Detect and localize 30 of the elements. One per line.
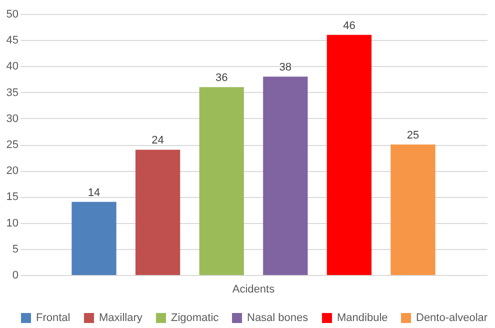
bar bbox=[135, 150, 180, 275]
y-tick-label: 15 bbox=[6, 191, 18, 204]
legend-label: Mandibule bbox=[337, 312, 388, 324]
bar bbox=[263, 76, 308, 275]
y-tick-label: 0 bbox=[12, 270, 18, 282]
y-tick-label: 20 bbox=[6, 165, 18, 178]
y-tick-label: 30 bbox=[6, 112, 18, 125]
bar bbox=[72, 202, 116, 275]
y-tick-label: 25 bbox=[6, 139, 18, 151]
x-tick-label: Acidents bbox=[232, 284, 276, 296]
y-tick-label: 50 bbox=[6, 8, 18, 20]
data-label: 24 bbox=[152, 134, 164, 147]
y-tick-label: 35 bbox=[6, 86, 18, 99]
data-label: 36 bbox=[215, 72, 228, 84]
bar bbox=[326, 34, 372, 275]
bar bbox=[390, 144, 436, 275]
legend-label: Frontal bbox=[36, 312, 70, 324]
data-label: 25 bbox=[406, 130, 420, 142]
y-tick-label: 10 bbox=[6, 217, 18, 230]
data-label: 46 bbox=[343, 20, 356, 32]
data-label: 38 bbox=[279, 62, 292, 74]
legend-label: Maxillary bbox=[99, 312, 143, 324]
legend-label: Dento-alveolar bbox=[416, 312, 488, 324]
data-label: 14 bbox=[88, 186, 100, 199]
y-tick-label: 45 bbox=[6, 34, 18, 47]
bar bbox=[199, 87, 244, 275]
y-tick-label: 5 bbox=[12, 243, 18, 256]
legend-label: Nasal bones bbox=[247, 312, 309, 324]
legend-label: Zigomatic bbox=[171, 312, 220, 324]
y-tick-label: 40 bbox=[6, 60, 18, 73]
